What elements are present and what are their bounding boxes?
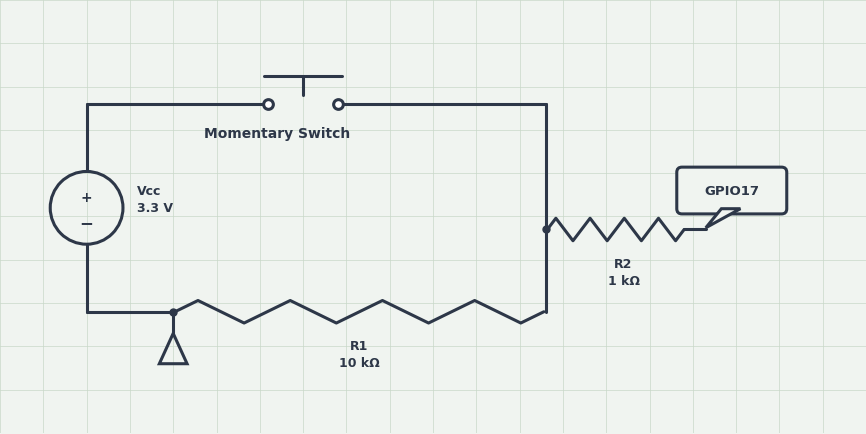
Text: R1
10 kΩ: R1 10 kΩ xyxy=(339,340,380,370)
Text: Momentary Switch: Momentary Switch xyxy=(204,126,350,140)
Text: R2
1 kΩ: R2 1 kΩ xyxy=(608,258,639,288)
Text: Vcc
3.3 V: Vcc 3.3 V xyxy=(137,185,173,215)
Text: GPIO17: GPIO17 xyxy=(704,184,759,197)
Polygon shape xyxy=(706,209,740,228)
Text: −: − xyxy=(80,213,94,231)
Text: +: + xyxy=(81,190,93,204)
FancyBboxPatch shape xyxy=(677,168,786,214)
